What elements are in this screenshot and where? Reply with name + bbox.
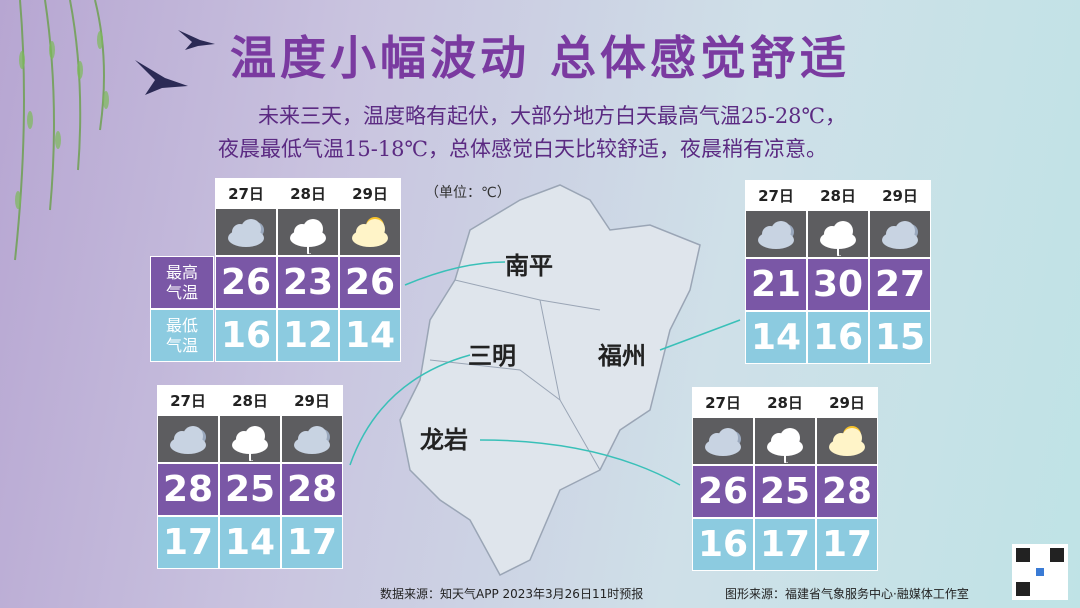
weather-icon (170, 426, 206, 454)
low-temp: 12 (277, 309, 339, 362)
low-temp: 14 (745, 311, 807, 364)
day-label: 28日 (277, 178, 339, 208)
day-label: 29日 (816, 387, 878, 417)
icon-cell (754, 417, 816, 465)
low-temp: 17 (281, 516, 343, 569)
high-temp: 28 (157, 463, 219, 516)
row-label: 最低气温 (150, 309, 214, 362)
high-temp: 26 (215, 256, 277, 309)
subtitle: 夜晨最低气温15-18℃，总体感觉白天比较舒适，夜晨稍有凉意。 (218, 137, 828, 161)
icon-cell (281, 415, 343, 463)
weather-icon (290, 219, 326, 254)
weather-icon (820, 221, 856, 256)
day-label: 29日 (339, 178, 401, 208)
high-temp: 27 (869, 258, 931, 311)
city-name: 福州 (598, 341, 646, 370)
city-name: 南平 (505, 251, 553, 280)
city-name: 三明 (468, 341, 516, 370)
weather-icon (352, 217, 388, 247)
icon-cell (277, 208, 339, 256)
low-temp: 17 (816, 518, 878, 571)
weather-icon (228, 219, 264, 247)
weather-icon (758, 221, 794, 249)
low-temp: 17 (754, 518, 816, 571)
icon-cell (219, 415, 281, 463)
high-temp: 25 (219, 463, 281, 516)
icon-cell (816, 417, 878, 465)
day-label: 29日 (281, 385, 343, 415)
subtitle: 未来三天，温度略有起伏，大部分地方白天最高气温25-28℃， (258, 104, 847, 128)
day-label: 28日 (807, 180, 869, 210)
high-temp: 28 (281, 463, 343, 516)
city-name: 龙岩 (420, 425, 468, 454)
high-temp: 26 (692, 465, 754, 518)
weather-icon (882, 221, 918, 249)
day-label: 28日 (754, 387, 816, 417)
low-temp: 14 (339, 309, 401, 362)
day-label: 27日 (745, 180, 807, 210)
title: 温度小幅波动 总体感觉舒适 (230, 31, 851, 85)
low-temp: 15 (869, 311, 931, 364)
high-temp: 25 (754, 465, 816, 518)
credit: 图形来源：福建省气象服务中心·融媒体工作室 (725, 587, 969, 601)
high-temp: 21 (745, 258, 807, 311)
weather-icon (705, 428, 741, 456)
day-label: 28日 (219, 385, 281, 415)
day-label: 27日 (157, 385, 219, 415)
high-temp: 23 (277, 256, 339, 309)
unit: （单位：℃） (425, 185, 511, 201)
weather-icon (829, 426, 865, 456)
low-temp: 17 (157, 516, 219, 569)
low-temp: 16 (692, 518, 754, 571)
weather-icon (232, 426, 268, 461)
weather-icon (294, 426, 330, 454)
row-label: 最高气温 (150, 256, 214, 309)
low-temp: 16 (807, 311, 869, 364)
day-label: 27日 (215, 178, 277, 208)
high-temp: 28 (816, 465, 878, 518)
low-temp: 16 (215, 309, 277, 362)
high-temp: 30 (807, 258, 869, 311)
day-label: 29日 (869, 180, 931, 210)
high-temp: 26 (339, 256, 401, 309)
icon-cell (339, 208, 401, 256)
day-label: 27日 (692, 387, 754, 417)
icon-cell (745, 210, 807, 258)
icon-cell (692, 417, 754, 465)
weather-icon (767, 428, 803, 463)
icon-cell (215, 208, 277, 256)
icon-cell (807, 210, 869, 258)
icon-cell (157, 415, 219, 463)
low-temp: 14 (219, 516, 281, 569)
data-source: 数据来源：知天气APP 2023年3月26日11时预报 (380, 587, 644, 601)
qr-code (1012, 544, 1068, 600)
icon-cell (869, 210, 931, 258)
